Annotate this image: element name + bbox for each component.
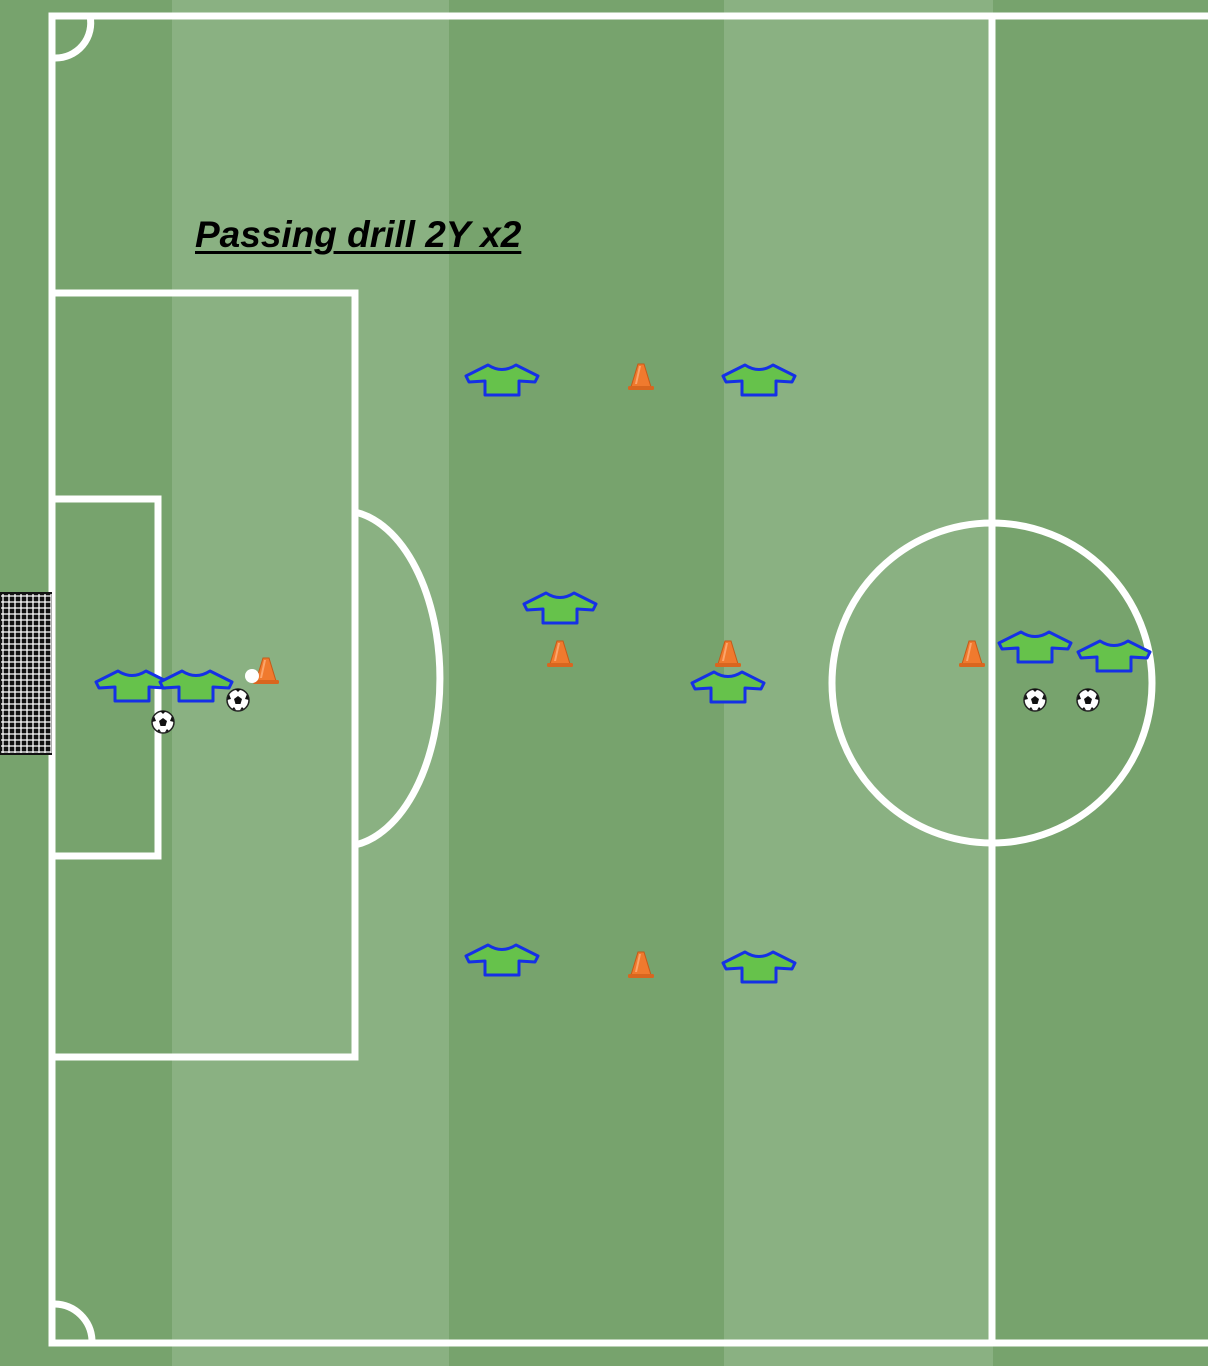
balls	[151, 688, 1100, 734]
corner-arc-bottom	[54, 1300, 96, 1341]
player-shirt-icon	[158, 669, 234, 703]
player-shirt-icon	[721, 950, 797, 984]
cone-icon	[253, 657, 279, 684]
cone-icon	[715, 640, 741, 667]
corner-arc-top	[54, 15, 95, 62]
players	[94, 363, 1152, 984]
player-shirt-icon	[690, 670, 766, 704]
cone-icon	[628, 951, 654, 978]
cone-icon	[547, 640, 573, 667]
stripe	[993, 0, 1208, 1366]
penalty-arc	[354, 508, 444, 849]
player-shirt-icon	[1076, 639, 1152, 673]
marker-dot	[245, 669, 259, 683]
player-shirt-icon	[464, 363, 540, 397]
stripe	[724, 0, 993, 1366]
ball-icon	[151, 710, 175, 734]
player-shirt-icon	[464, 943, 540, 977]
ball-icon	[1023, 688, 1047, 712]
ball-icon	[226, 688, 250, 712]
cone-icon	[959, 640, 985, 667]
player-shirt-icon	[721, 363, 797, 397]
goal-net-icon	[0, 592, 52, 755]
center-circle	[828, 519, 1156, 847]
player-shirt-icon	[94, 669, 170, 703]
ball-icon	[1076, 688, 1100, 712]
goal-net-grid	[1, 594, 52, 753]
cone-icon	[628, 363, 654, 390]
player-shirt-icon	[997, 630, 1073, 664]
drill-title: Passing drill 2Y x2	[195, 214, 522, 255]
player-shirt-icon	[522, 591, 598, 625]
cones	[245, 363, 985, 978]
stripe	[449, 0, 724, 1366]
